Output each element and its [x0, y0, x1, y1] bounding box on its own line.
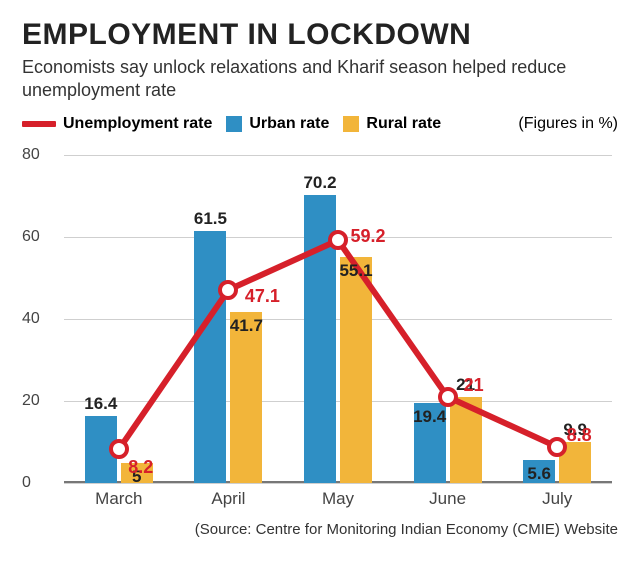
line-marker: [328, 230, 348, 250]
source-text: (Source: Centre for Monitoring Indian Ec…: [22, 521, 618, 538]
value-label-urban: 19.4: [413, 407, 446, 427]
y-tick-label: 40: [22, 310, 40, 328]
legend-item-rural: Rural rate: [343, 115, 441, 133]
line-marker: [218, 280, 238, 300]
x-tick-label: June: [429, 489, 466, 509]
legend-note: (Figures in %): [518, 115, 618, 133]
value-label-rural: 41.7: [230, 316, 263, 336]
legend-label: Unemployment rate: [63, 115, 212, 133]
value-label-rural: 55.1: [339, 261, 372, 281]
value-label-urban: 16.4: [84, 394, 117, 414]
legend: Unemployment rate Urban rate Rural rate …: [22, 115, 618, 133]
y-tick-label: 0: [22, 474, 31, 492]
box-swatch-icon: [226, 116, 242, 132]
value-label-urban: 61.5: [194, 209, 227, 229]
value-label-line: 21: [464, 375, 484, 396]
line-series: [64, 155, 612, 483]
y-tick-label: 80: [22, 146, 40, 164]
box-swatch-icon: [343, 116, 359, 132]
line-swatch-icon: [22, 121, 56, 127]
chart-title: EMPLOYMENT IN LOCKDOWN: [22, 18, 618, 52]
legend-item-urban: Urban rate: [226, 115, 329, 133]
y-tick-label: 20: [22, 392, 40, 410]
legend-label: Urban rate: [249, 115, 329, 133]
chart-card: EMPLOYMENT IN LOCKDOWN Economists say un…: [0, 0, 640, 584]
legend-item-unemployment: Unemployment rate: [22, 115, 212, 133]
chart-canvas: 020406080March16.45April61.541.7May70.25…: [22, 143, 618, 513]
legend-label: Rural rate: [366, 115, 441, 133]
x-tick-label: April: [211, 489, 245, 509]
chart-subtitle: Economists say unlock relaxations and Kh…: [22, 56, 618, 101]
value-label-urban: 5.6: [527, 464, 551, 484]
x-tick-label: May: [322, 489, 354, 509]
value-label-line: 8.8: [567, 425, 592, 446]
value-label-line: 8.2: [128, 457, 153, 478]
x-tick-label: March: [95, 489, 142, 509]
x-tick-label: July: [542, 489, 572, 509]
y-tick-label: 60: [22, 228, 40, 246]
line-marker: [438, 387, 458, 407]
value-label-line: 47.1: [245, 286, 280, 307]
chart-area: 020406080March16.45April61.541.7May70.25…: [22, 143, 618, 513]
line-marker: [109, 439, 129, 459]
value-label-line: 59.2: [350, 226, 385, 247]
value-label-urban: 70.2: [303, 173, 336, 193]
